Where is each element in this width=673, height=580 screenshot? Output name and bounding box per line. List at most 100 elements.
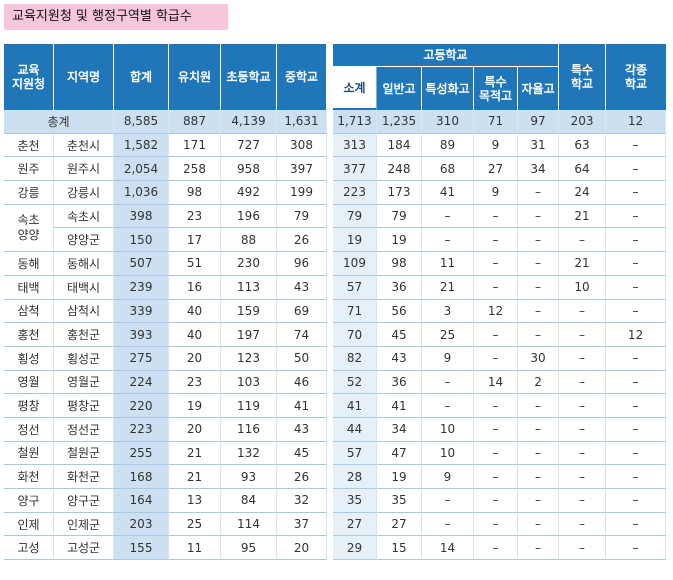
value-cell: 50 — [277, 346, 327, 371]
value-cell: 21 — [559, 204, 607, 229]
value-cell: 32 — [277, 489, 327, 513]
value-cell: 377 — [333, 157, 377, 182]
table-row: 화천 화천군 168 21 93 26 28 19 9– – – – — [4, 465, 667, 489]
value-cell: – — [559, 228, 607, 253]
region-cell: 철원군 — [54, 441, 114, 466]
table-body: 총계 8,585 887 4,139 1,631 1,713 1,235 310… — [4, 110, 667, 561]
value-cell: – — [559, 346, 607, 371]
value-cell: 230 — [221, 252, 277, 276]
value-cell: 308 — [277, 133, 327, 158]
value-cell: – — [518, 323, 560, 347]
value-cell: 1,582 — [114, 133, 169, 158]
value-cell: 2 — [518, 370, 560, 395]
total-cell: 8,585 — [114, 110, 169, 134]
table-row: 횡성 횡성군 275 20 123 50 82 43 9–30– – — [4, 346, 667, 371]
value-cell: 89 — [422, 133, 474, 158]
value-cell: 11 — [169, 536, 221, 561]
value-cell: 10 — [422, 441, 474, 466]
value-cell: – — [606, 157, 667, 182]
region-cell: 양양군 — [54, 228, 114, 253]
table-row: 태백 태백시 239 16 113 43 57 36 21– –10– — [4, 275, 667, 300]
header-region: 지역명 — [54, 44, 114, 110]
value-cell: 393 — [114, 323, 169, 347]
office-cell: 강릉 — [4, 181, 54, 205]
value-cell: – — [518, 252, 560, 276]
value-cell: 41 — [277, 394, 327, 418]
total-cell: 310 — [422, 110, 474, 134]
table-row: 고성 고성군 155 11 95 20 29 15 14– – – – — [4, 536, 667, 561]
value-cell: 44 — [333, 417, 377, 442]
value-cell: – — [518, 512, 560, 537]
value-cell: – — [606, 299, 667, 324]
value-cell: 23 — [169, 370, 221, 395]
value-cell: – — [474, 417, 518, 442]
table-row: 인제 인제군 203 25 114 37 27 27– – – – – — [4, 512, 667, 537]
value-cell: 95 — [221, 536, 277, 561]
region-cell: 강릉시 — [54, 181, 114, 205]
total-label: 총계 — [4, 110, 114, 134]
value-cell: 164 — [114, 489, 169, 513]
region-cell: 태백시 — [54, 275, 114, 300]
value-cell: 150 — [114, 228, 169, 253]
value-cell: 14 — [422, 536, 474, 561]
value-cell: – — [518, 394, 560, 418]
value-cell: 168 — [114, 465, 169, 489]
value-cell: – — [474, 512, 518, 537]
value-cell: 9 — [422, 346, 474, 371]
value-cell: 41 — [333, 394, 377, 418]
table-row: 평창 평창군 220 19 119 41 41 41– – – – – — [4, 394, 667, 418]
value-cell: 84 — [221, 489, 277, 513]
value-cell: 114 — [221, 512, 277, 537]
value-cell: – — [606, 370, 667, 395]
value-cell: – — [606, 275, 667, 300]
value-cell: 15 — [377, 536, 422, 561]
value-cell: – — [474, 323, 518, 347]
value-cell: – — [559, 417, 607, 442]
value-cell: 27 — [474, 157, 518, 182]
value-cell: – — [606, 204, 667, 229]
value-cell: 339 — [114, 299, 169, 324]
value-cell: – — [559, 323, 607, 347]
value-cell: 239 — [114, 275, 169, 300]
value-cell: – — [606, 512, 667, 537]
total-cell: 1,631 — [277, 110, 327, 134]
table-row: 강릉 강릉시 1,036 98 492 199 223 173 41 9–24– — [4, 181, 667, 205]
value-cell: – — [606, 441, 667, 466]
value-cell: 223 — [114, 417, 169, 442]
table-row: 양양군 150 17 88 26 19 19– – – – – — [4, 228, 667, 253]
value-cell: 25 — [422, 323, 474, 347]
region-cell: 동해시 — [54, 252, 114, 276]
value-cell: – — [559, 370, 607, 395]
office-cell: 태백 — [4, 275, 54, 300]
value-cell: – — [422, 512, 474, 537]
total-cell: 4,139 — [221, 110, 277, 134]
header-total: 합계 — [114, 44, 169, 110]
value-cell: – — [559, 465, 607, 489]
value-cell: 109 — [333, 252, 377, 276]
value-cell: 3 — [422, 299, 474, 324]
value-cell: – — [518, 228, 560, 253]
office-cell: 속초 양양 — [4, 204, 54, 253]
value-cell: 30 — [518, 346, 560, 371]
value-cell: 248 — [377, 157, 422, 182]
value-cell: 74 — [277, 323, 327, 347]
table-row: 정선 정선군 223 20 116 43 44 34 10– – – – — [4, 417, 667, 442]
header-high-school: 고등학교 — [333, 44, 560, 67]
value-cell: – — [606, 489, 667, 513]
value-cell: – — [606, 228, 667, 253]
value-cell: 398 — [114, 204, 169, 229]
value-cell: – — [518, 536, 560, 561]
value-cell: 25 — [169, 512, 221, 537]
value-cell: – — [474, 228, 518, 253]
region-cell: 횡성군 — [54, 346, 114, 371]
value-cell: 79 — [377, 204, 422, 229]
value-cell: 171 — [169, 133, 221, 158]
value-cell: 727 — [221, 133, 277, 158]
value-cell: 113 — [221, 275, 277, 300]
header-misc-school: 각종 학교 — [606, 44, 667, 110]
header-general-high: 일반고 — [377, 67, 422, 110]
value-cell: 155 — [114, 536, 169, 561]
value-cell: 2,054 — [114, 157, 169, 182]
table-row: 동해 동해시 507 51 230 96 109 98 11– –21– — [4, 252, 667, 276]
value-cell: – — [518, 204, 560, 229]
